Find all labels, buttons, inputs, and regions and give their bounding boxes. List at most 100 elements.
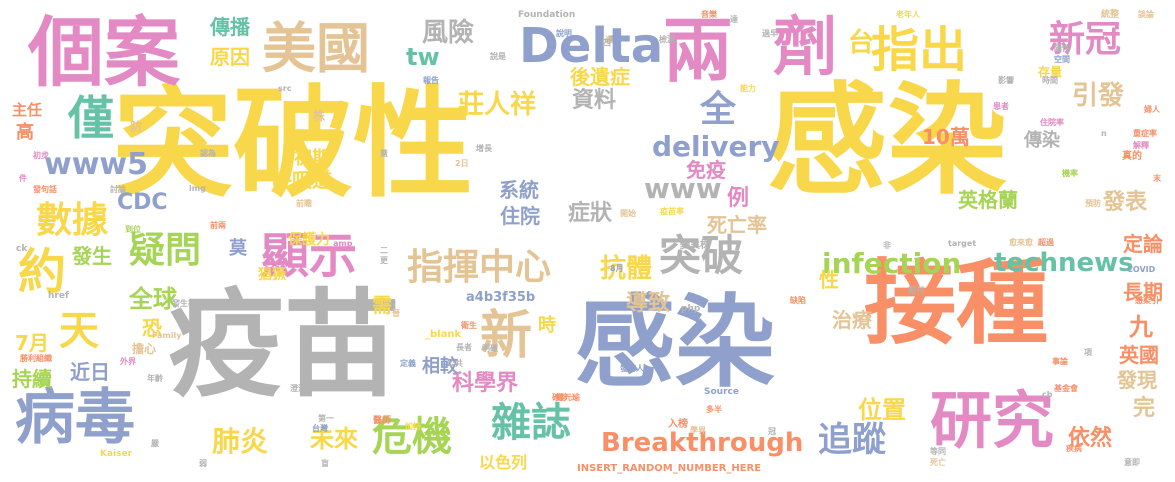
word: 老年人 xyxy=(896,10,920,19)
word: 發言人 xyxy=(620,364,644,373)
word: 新 xyxy=(480,306,533,366)
word: 風險 xyxy=(422,18,475,48)
word: 數據 xyxy=(36,200,109,241)
word: 死亡率 xyxy=(707,213,767,237)
word: php xyxy=(681,304,701,314)
word: 保護力 xyxy=(288,232,330,248)
word: 科學界 xyxy=(452,371,519,396)
word: 勝利組織 xyxy=(20,354,52,363)
word: 持續 xyxy=(12,367,52,391)
word: 陽性 xyxy=(1054,44,1070,53)
word: img xyxy=(189,184,206,193)
word: cb xyxy=(1042,390,1053,399)
word: 初期 xyxy=(294,148,330,169)
word: 說明 xyxy=(556,29,572,38)
word: 蓋 xyxy=(380,149,388,158)
word: 定義 xyxy=(400,359,416,368)
word: delivery xyxy=(652,130,780,163)
word: 發生率 xyxy=(172,299,196,308)
word: 缺陷 xyxy=(790,296,806,305)
word: 治療 xyxy=(832,308,872,332)
word: 期刊 xyxy=(908,286,924,295)
word: 討論 xyxy=(110,185,126,194)
word: 晉 xyxy=(392,309,400,318)
word: 主任 xyxy=(12,101,43,119)
word: 四 xyxy=(602,39,612,49)
word: 說是 xyxy=(490,52,506,61)
word: 未來 xyxy=(310,425,358,453)
word: 發現 xyxy=(1117,368,1157,392)
word: 項 xyxy=(1084,348,1092,357)
word: 英格蘭 xyxy=(958,188,1018,212)
word: 指出 xyxy=(871,22,968,78)
word: 全 xyxy=(700,89,737,130)
word: 顯示 xyxy=(261,228,358,284)
word: 多半 xyxy=(706,405,722,414)
word: 音樂 xyxy=(701,10,717,19)
word: 空間 xyxy=(1054,55,1070,64)
word: 能力 xyxy=(740,84,756,93)
word: 系統 xyxy=(499,178,539,202)
word: 兩 xyxy=(663,10,733,92)
word: 疾病 xyxy=(1066,444,1082,453)
word: 以色列 xyxy=(479,453,528,472)
word: 高 xyxy=(16,122,34,143)
word: 婦人 xyxy=(1144,105,1160,114)
word: 完 xyxy=(1133,396,1156,421)
word: 第一 xyxy=(318,414,334,423)
word: 後遺症 xyxy=(570,65,630,89)
word: 過早 xyxy=(762,29,778,38)
word: 需 xyxy=(372,293,392,317)
word: 時間 xyxy=(1042,76,1058,85)
word: 等同 xyxy=(930,447,946,456)
word: 雜誌 xyxy=(491,400,571,446)
word: 定論 xyxy=(1123,232,1163,256)
word: 公共 xyxy=(447,359,463,368)
word: 研究 xyxy=(930,384,1055,457)
word: 長者 xyxy=(456,343,472,352)
word: 8月 xyxy=(610,264,624,273)
word: 個案 xyxy=(28,8,180,97)
word: Kaiser xyxy=(100,449,133,459)
word: 超過 xyxy=(1038,238,1054,247)
word: 存量 xyxy=(1038,65,1063,79)
word: 確診 xyxy=(552,393,568,402)
word: COVID xyxy=(1127,265,1156,274)
word: 死亡 xyxy=(930,458,946,467)
word: 台 xyxy=(848,28,875,58)
word: 導致 xyxy=(626,291,671,316)
word: 九 xyxy=(1129,313,1153,341)
word: 2日 xyxy=(455,159,469,168)
word: 英國 xyxy=(1119,343,1159,367)
word: ck xyxy=(16,244,28,254)
word: 擔心 xyxy=(132,342,157,356)
word: 發表 xyxy=(1103,190,1148,215)
word: 影響 xyxy=(998,76,1014,85)
word: 全球 xyxy=(129,285,177,313)
word: CDC xyxy=(117,190,168,215)
word: 認為 xyxy=(200,149,216,158)
word: 疑問 xyxy=(129,230,202,271)
word: 疫苗率 xyxy=(660,207,684,216)
word: 約 xyxy=(18,244,67,300)
word: 真的 xyxy=(1122,151,1142,162)
word: 機率 xyxy=(1062,169,1078,178)
word: 末 xyxy=(1153,174,1161,183)
word: target xyxy=(948,239,977,248)
word: 基金會 xyxy=(1054,384,1078,393)
word: 解釋 xyxy=(1133,141,1149,150)
word: 相較 xyxy=(422,356,458,377)
word: 嚴 xyxy=(151,439,159,448)
word: 到位 xyxy=(125,225,141,234)
word: 逾 xyxy=(605,35,613,44)
word: 突破 xyxy=(659,231,744,280)
word: 愈來愈 xyxy=(1009,238,1033,247)
word: 前瞻 xyxy=(296,199,312,208)
word: 長期 xyxy=(1123,280,1163,304)
word: 近日 xyxy=(70,360,110,384)
word: technews xyxy=(994,248,1134,278)
word: a4b3f35b xyxy=(466,290,536,305)
word: src xyxy=(278,84,292,93)
word: 件 xyxy=(19,174,27,183)
word: 猖獗 xyxy=(258,267,286,283)
